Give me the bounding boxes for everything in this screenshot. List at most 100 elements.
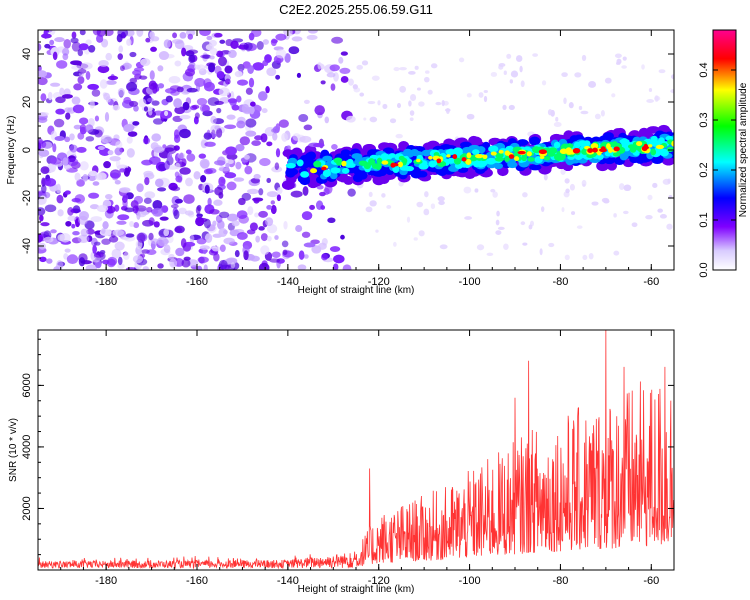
heatmap-noise-cell xyxy=(226,181,237,191)
heatmap-noise-cell xyxy=(129,77,138,84)
heatmap-noise-cell xyxy=(271,251,281,258)
heatmap-noise-cell xyxy=(151,207,164,217)
heatmap-noise-cell xyxy=(88,170,98,177)
snr-x-tick-label: -80 xyxy=(552,575,568,587)
colorbar-tick-label: 0.4 xyxy=(698,62,710,77)
heatmap-noise-cell xyxy=(321,253,329,261)
heatmap-noise-cell xyxy=(203,132,213,140)
heatmap-noise-cell xyxy=(38,140,47,149)
heatmap-noise-cell xyxy=(175,175,183,183)
heatmap-faint-cell xyxy=(389,118,397,124)
heatmap-noise-cell xyxy=(246,188,259,195)
heatmap-faint-cell xyxy=(540,206,545,212)
heatmap-noise-cell xyxy=(278,119,289,128)
heatmap-signal-cell xyxy=(650,148,657,156)
heatmap-faint-cell xyxy=(495,230,502,235)
heatmap-faint-cell xyxy=(670,88,674,94)
heatmap-faint-cell xyxy=(564,178,570,184)
heatmap-faint-cell xyxy=(381,193,386,198)
heatmap-noise-cell xyxy=(254,212,260,218)
heatmap-signal-cell xyxy=(446,154,451,158)
heatmap-noise-cell xyxy=(85,39,92,45)
heatmap-noise-cell xyxy=(117,30,129,38)
heatmap-noise-cell xyxy=(44,43,51,49)
heatmap-noise-cell xyxy=(112,104,120,111)
heatmap-faint-cell xyxy=(425,70,430,74)
heatmap-noise-cell xyxy=(331,143,338,150)
heatmap-noise-cell xyxy=(89,99,95,109)
heatmap-noise-cell xyxy=(93,241,101,246)
heatmap-noise-cell xyxy=(228,49,237,59)
heatmap-faint-cell xyxy=(539,248,543,256)
heatmap-faint-cell xyxy=(369,200,377,207)
heatmap-noise-cell xyxy=(50,229,57,234)
heatmap-noise-cell xyxy=(209,209,220,215)
heatmap-noise-cell xyxy=(303,242,316,248)
heatmap-noise-cell xyxy=(82,174,89,182)
heatmap-faint-cell xyxy=(623,184,632,192)
heatmap-noise-cell xyxy=(71,41,81,52)
heatmap-noise-cell xyxy=(281,240,289,248)
heatmap-faint-cell xyxy=(611,93,616,98)
heatmap-noise-cell xyxy=(142,137,151,145)
heatmap-noise-cell xyxy=(96,172,107,181)
heatmap-faint-cell xyxy=(666,223,673,230)
heatmap-noise-cell xyxy=(116,220,127,225)
heatmap-noise-cell xyxy=(199,245,210,250)
heatmap-noise-cell xyxy=(151,100,160,106)
snr-x-tick-label: -100 xyxy=(459,575,481,587)
heatmap-noise-cell xyxy=(275,48,287,59)
heatmap-noise-cell xyxy=(144,191,156,199)
heatmap-noise-cell xyxy=(163,244,171,254)
heatmap-noise-cell xyxy=(140,58,151,67)
heatmap-signal-cell xyxy=(330,167,341,174)
heatmap-noise-cell xyxy=(61,94,74,99)
heatmap-noise-cell xyxy=(286,145,291,151)
heatmap-noise-cell xyxy=(97,65,110,74)
heatmap-noise-cell xyxy=(266,141,273,147)
heatmap-noise-cell xyxy=(245,87,253,95)
heatmap-noise-cell xyxy=(223,237,235,245)
heatmap-noise-cell xyxy=(174,106,186,115)
heatmap-noise-cell xyxy=(230,90,235,101)
heatmap-signal-cell xyxy=(521,154,527,162)
heatmap-noise-cell xyxy=(173,209,180,220)
heatmap-faint-cell xyxy=(369,116,378,123)
heatmap-signal-cell xyxy=(559,148,568,155)
heatmap-noise-cell xyxy=(79,161,89,171)
heatmap-faint-cell xyxy=(570,211,576,216)
heatmap-noise-cell xyxy=(72,205,81,214)
spectrogram-y-tick-label: 20 xyxy=(21,96,33,108)
heatmap-faint-cell xyxy=(658,69,666,74)
heatmap-noise-cell xyxy=(72,104,85,114)
heatmap-noise-cell xyxy=(149,31,155,39)
heatmap-faint-cell xyxy=(359,92,365,97)
heatmap-noise-cell xyxy=(331,36,343,44)
heatmap-noise-cell xyxy=(84,124,94,133)
heatmap-faint-cell xyxy=(591,201,599,206)
heatmap-noise-cell xyxy=(194,64,201,70)
heatmap-noise-cell xyxy=(299,135,312,143)
heatmap-noise-cell xyxy=(111,248,122,259)
heatmap-noise-cell xyxy=(63,253,69,260)
heatmap-noise-cell xyxy=(98,60,109,67)
heatmap-signal-cell xyxy=(418,163,429,170)
heatmap-noise-cell xyxy=(196,97,208,106)
heatmap-noise-cell xyxy=(203,78,212,88)
heatmap-signal-cell xyxy=(336,160,343,166)
heatmap-noise-cell xyxy=(63,88,71,96)
heatmap-noise-cell xyxy=(148,108,153,116)
heatmap-faint-cell xyxy=(509,79,514,84)
heatmap-noise-cell xyxy=(272,126,280,134)
heatmap-noise-cell xyxy=(80,62,93,70)
heatmap-noise-cell xyxy=(104,112,110,122)
spectrogram-y-tick-label: 0 xyxy=(21,147,33,153)
heatmap-faint-cell xyxy=(483,95,488,103)
heatmap-noise-cell xyxy=(38,77,48,86)
heatmap-faint-cell xyxy=(576,225,583,229)
heatmap-noise-cell xyxy=(150,238,160,245)
heatmap-noise-cell xyxy=(284,30,293,37)
heatmap-signal-cell xyxy=(344,160,353,168)
heatmap-noise-cell xyxy=(265,86,270,94)
heatmap-noise-cell xyxy=(178,128,191,139)
